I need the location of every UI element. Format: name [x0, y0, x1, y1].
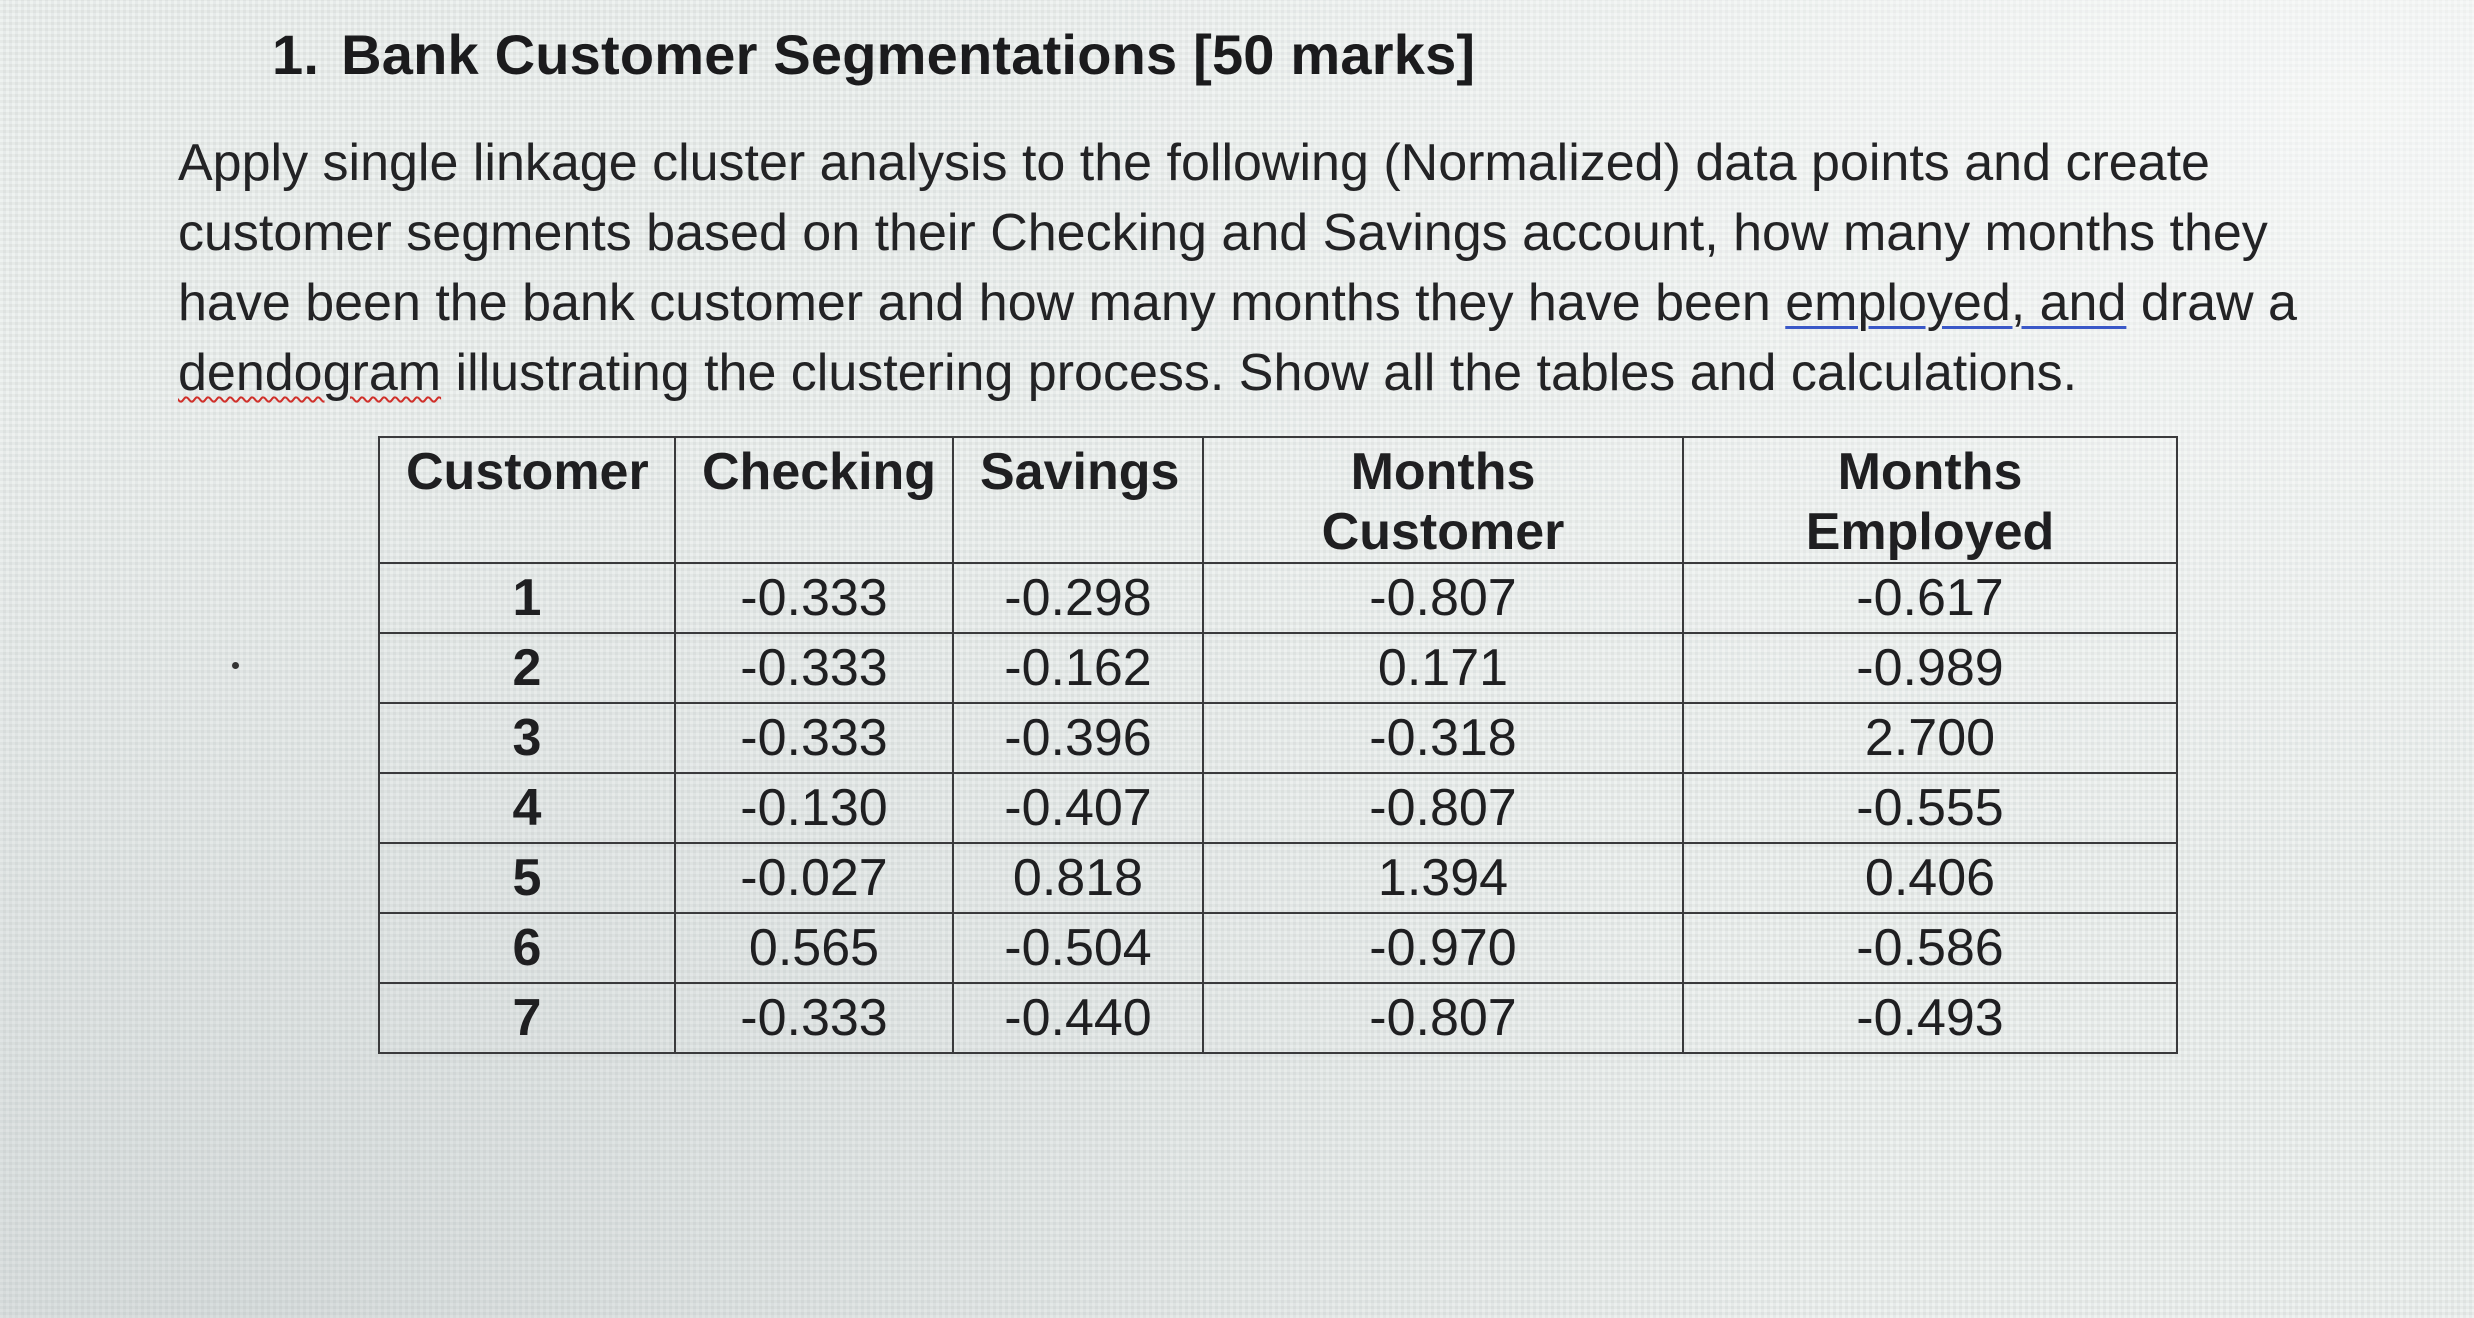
paragraph-line-3: have been the bank customer and how many…: [178, 268, 2378, 338]
cell-checking: -0.333: [674, 632, 954, 704]
table-row: 5 -0.027 0.818 1.394 0.406: [378, 842, 2178, 914]
cell-savings: -0.298: [952, 562, 1204, 634]
cell-months-customer: 0.171: [1202, 632, 1684, 704]
header-checking: Checking: [674, 436, 954, 564]
question-number: 1.: [272, 23, 320, 86]
cell-checking: -0.333: [674, 562, 954, 634]
header-months-customer: Months Customer: [1202, 436, 1684, 564]
cell-months-customer: -0.970: [1202, 912, 1684, 984]
paragraph-line-4: dendogram illustrating the clustering pr…: [178, 338, 2378, 408]
cell-customer: 6: [378, 912, 676, 984]
paragraph-line-1: Apply single linkage cluster analysis to…: [178, 134, 2210, 192]
header-months-employed-line-1: Months: [1837, 443, 2023, 501]
cell-months-customer: -0.318: [1202, 702, 1684, 774]
paragraph-line-3-start: have been the bank customer and how many…: [178, 274, 1786, 332]
table-header-row: Customer Checking Savings Months Customer…: [378, 436, 2178, 564]
cell-customer: 7: [378, 982, 676, 1054]
cell-months-employed: -0.617: [1682, 562, 2178, 634]
cell-customer: 5: [378, 842, 676, 914]
cell-savings: -0.396: [952, 702, 1204, 774]
customer-data-table: Customer Checking Savings Months Customer…: [378, 436, 2178, 1054]
paragraph-line-2: customer segments based on their Checkin…: [178, 204, 2268, 262]
cell-months-employed: -0.989: [1682, 632, 2178, 704]
cell-customer: 4: [378, 772, 676, 844]
spellcheck-underlined-text: dendogram: [178, 344, 442, 402]
header-months-customer-line-2: Customer: [1321, 503, 1565, 561]
header-customer: Customer: [378, 436, 676, 564]
cell-checking: -0.130: [674, 772, 954, 844]
table-row: 6 0.565 -0.504 -0.970 -0.586: [378, 912, 2178, 984]
cell-months-employed: -0.586: [1682, 912, 2178, 984]
grammar-underlined-text: employed, and: [1785, 274, 2127, 332]
table-row: 7 -0.333 -0.440 -0.807 -0.493: [378, 982, 2178, 1054]
table-row: 4 -0.130 -0.407 -0.807 -0.555: [378, 772, 2178, 844]
cell-checking: -0.333: [674, 702, 954, 774]
cell-customer: 3: [378, 702, 676, 774]
cell-months-customer: -0.807: [1202, 562, 1684, 634]
cell-customer: 2: [378, 632, 676, 704]
cell-savings: 0.818: [952, 842, 1204, 914]
cell-savings: -0.407: [952, 772, 1204, 844]
cell-savings: -0.504: [952, 912, 1204, 984]
cell-savings: -0.440: [952, 982, 1204, 1054]
cell-months-employed: 0.406: [1682, 842, 2178, 914]
table-row: 2 -0.333 -0.162 0.171 -0.989: [378, 632, 2178, 704]
table-row: 3 -0.333 -0.396 -0.318 2.700: [378, 702, 2178, 774]
cell-customer: 1: [378, 562, 676, 634]
header-months-employed: Months Employed: [1682, 436, 2178, 564]
question-title: Bank Customer Segmentations [50 marks]: [341, 23, 1476, 86]
header-months-employed-line-2: Employed: [1805, 503, 2055, 561]
question-heading: 1. Bank Customer Segmentations [50 marks]: [272, 22, 1475, 87]
table-row: 1 -0.333 -0.298 -0.807 -0.617: [378, 562, 2178, 634]
cell-months-customer: -0.807: [1202, 982, 1684, 1054]
header-months-customer-line-1: Months: [1350, 443, 1536, 501]
question-paragraph: Apply single linkage cluster analysis to…: [178, 128, 2378, 408]
cell-checking: -0.333: [674, 982, 954, 1054]
cell-months-employed: -0.493: [1682, 982, 2178, 1054]
cell-months-employed: -0.555: [1682, 772, 2178, 844]
header-savings: Savings: [952, 436, 1204, 564]
stray-dot: [232, 662, 239, 669]
cell-months-customer: 1.394: [1202, 842, 1684, 914]
cell-months-customer: -0.807: [1202, 772, 1684, 844]
cell-savings: -0.162: [952, 632, 1204, 704]
paragraph-line-3-end: draw a: [2126, 274, 2297, 332]
cell-checking: 0.565: [674, 912, 954, 984]
paragraph-line-4-end: illustrating the clustering process. Sho…: [441, 344, 2078, 402]
cell-checking: -0.027: [674, 842, 954, 914]
cell-months-employed: 2.700: [1682, 702, 2178, 774]
